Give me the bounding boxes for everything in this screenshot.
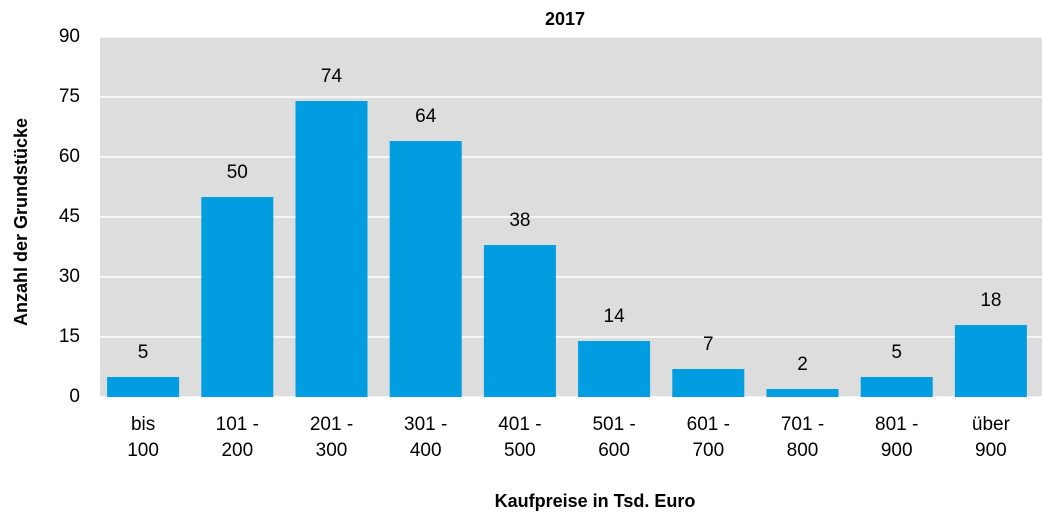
bar [672, 369, 745, 397]
bar [483, 245, 556, 397]
x-tick-label: bis 100 [127, 414, 159, 461]
y-axis-label: Anzahl der Grundstücke [11, 118, 31, 326]
value-label: 2 [797, 354, 808, 375]
x-tick-label: 201 -300 [310, 414, 353, 461]
x-tick-label: 101 -200 [216, 414, 259, 461]
value-label: 14 [604, 306, 626, 327]
y-tick-label: 60 [59, 146, 80, 167]
x-tick-label: 701 -800 [781, 414, 824, 461]
bar [389, 141, 462, 397]
x-tick-label: 601 -700 [687, 414, 730, 461]
value-label: 50 [227, 162, 248, 183]
value-label: 18 [980, 290, 1001, 311]
chart-title: 2017 [545, 9, 585, 29]
y-tick-label: 45 [59, 206, 80, 227]
y-tick-label: 15 [59, 326, 80, 347]
x-tick-label: 301 -400 [404, 414, 447, 461]
bar [954, 325, 1027, 397]
bar [295, 101, 368, 397]
x-tick-label: 801 -900 [875, 414, 918, 461]
value-label: 5 [891, 342, 902, 363]
x-tick-label: 501 -600 [592, 414, 635, 461]
y-tick-label: 90 [59, 26, 80, 47]
value-label: 38 [509, 210, 530, 231]
value-label: 64 [415, 106, 437, 127]
bar [201, 197, 274, 397]
x-axis-label: Kaufpreise in Tsd. Euro [495, 491, 696, 511]
bar [578, 341, 651, 397]
value-label: 7 [703, 334, 714, 355]
bar [860, 377, 933, 397]
value-label: 74 [321, 66, 343, 87]
x-tick-label: 401 -500 [498, 414, 541, 461]
bar [107, 377, 180, 397]
y-tick-label: 0 [69, 386, 80, 407]
y-tick-label: 75 [59, 86, 80, 107]
x-tick-label: über 900 [972, 414, 1011, 461]
bar [766, 389, 839, 397]
value-label: 5 [138, 342, 149, 363]
y-tick-label: 30 [59, 266, 80, 287]
